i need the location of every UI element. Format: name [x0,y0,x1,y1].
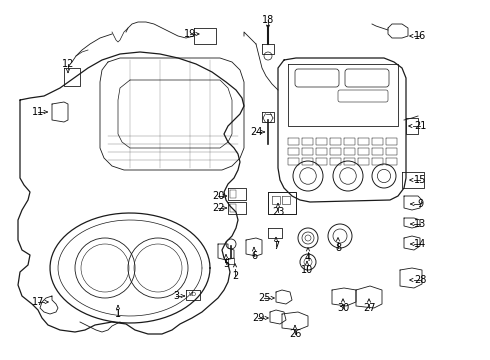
Text: 20: 20 [212,191,224,201]
Text: 1: 1 [115,309,121,319]
Text: 5: 5 [223,259,229,269]
Text: 23: 23 [272,207,284,217]
Text: 8: 8 [335,243,341,253]
Text: 27: 27 [363,303,375,313]
Text: 15: 15 [414,175,426,185]
Text: 4: 4 [305,253,311,263]
Text: 28: 28 [414,275,426,285]
Text: VD: VD [189,292,197,297]
Text: 13: 13 [414,219,426,229]
Text: 24: 24 [250,127,262,137]
Text: 19: 19 [184,29,196,39]
Text: 7: 7 [273,241,279,251]
Text: 3: 3 [173,291,179,301]
Text: 22: 22 [212,203,224,213]
Text: 12: 12 [62,59,74,69]
Text: 18: 18 [262,15,274,25]
Text: 2: 2 [232,271,238,281]
Text: 16: 16 [414,31,426,41]
Text: 6: 6 [251,251,257,261]
Text: 11: 11 [32,107,44,117]
Text: 14: 14 [414,239,426,249]
Text: 10: 10 [301,265,313,275]
Text: 30: 30 [337,303,349,313]
Text: 21: 21 [414,121,426,131]
Text: 25: 25 [258,293,270,303]
Text: 29: 29 [252,313,264,323]
Text: 9: 9 [417,199,423,209]
Text: 17: 17 [32,297,44,307]
Text: 26: 26 [289,329,301,339]
